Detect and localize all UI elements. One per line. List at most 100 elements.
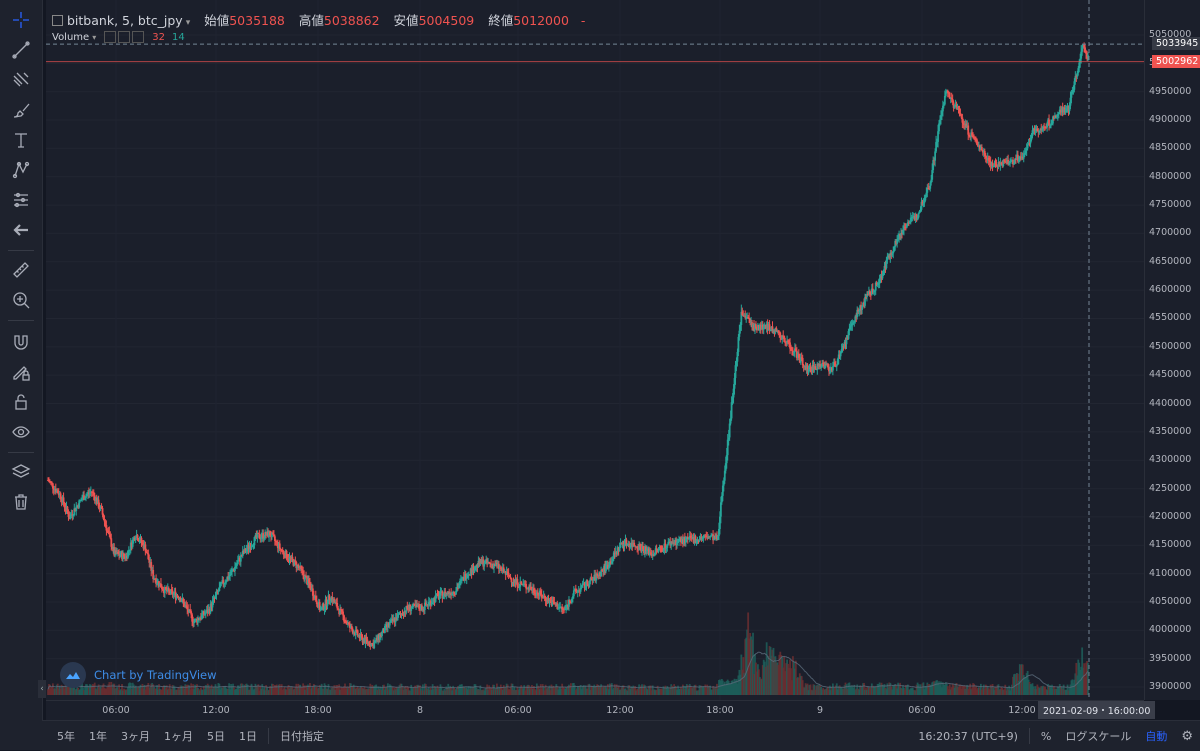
percent-scale-button[interactable]: % bbox=[1040, 729, 1052, 743]
range-5d-button[interactable]: 5日 bbox=[207, 730, 225, 743]
candle-body bbox=[1084, 47, 1086, 53]
candle-body bbox=[795, 350, 798, 358]
candle-body bbox=[175, 595, 178, 599]
pattern-icon[interactable] bbox=[8, 158, 34, 182]
clock-display[interactable]: 16:20:37 (UTC+9) bbox=[918, 729, 1018, 743]
price-axis[interactable] bbox=[1144, 0, 1200, 700]
range-1d-button[interactable]: 1日 bbox=[239, 730, 257, 743]
volume-bar bbox=[182, 686, 185, 695]
candle-body bbox=[963, 123, 966, 125]
volume-bar bbox=[951, 683, 954, 695]
chevron-down-icon[interactable]: ▾ bbox=[92, 32, 97, 42]
candle-body bbox=[903, 226, 905, 231]
tradingview-watermark[interactable]: Chart by TradingView bbox=[60, 662, 217, 688]
symbol-name[interactable]: bitbank, 5, btc_jpy bbox=[67, 13, 183, 28]
watermark-text[interactable]: Chart by TradingView bbox=[94, 668, 217, 682]
layers-icon[interactable] bbox=[8, 460, 34, 484]
volume-bar bbox=[231, 687, 233, 695]
brush-icon[interactable] bbox=[8, 98, 34, 122]
volume-bar bbox=[946, 686, 949, 695]
candle-body bbox=[138, 541, 141, 543]
text-icon[interactable] bbox=[8, 128, 34, 152]
volume-bar bbox=[152, 684, 155, 695]
volume-bar bbox=[1034, 686, 1037, 695]
volume-label[interactable]: Volume bbox=[52, 31, 90, 43]
candle-body bbox=[435, 593, 438, 596]
volume-bar bbox=[637, 689, 640, 695]
chart-pane[interactable] bbox=[46, 0, 1144, 700]
candlestick-chart[interactable] bbox=[46, 0, 1144, 700]
candle-body bbox=[284, 550, 287, 558]
volume-bar bbox=[51, 683, 54, 695]
volume-bar bbox=[303, 685, 306, 695]
volume-bar bbox=[770, 655, 773, 695]
range-1y-button[interactable]: 1年 bbox=[89, 730, 107, 743]
range-3m-button[interactable]: 3ヶ月 bbox=[121, 730, 150, 743]
candle-body bbox=[557, 608, 560, 610]
volume-bar bbox=[130, 688, 133, 695]
volume-bar bbox=[548, 685, 551, 695]
candle-body bbox=[721, 485, 724, 496]
candle-body bbox=[571, 596, 574, 599]
eye-icon[interactable] bbox=[8, 420, 34, 444]
candle-body bbox=[682, 538, 684, 545]
volume-bar bbox=[644, 685, 646, 695]
lock-drawing-icon[interactable] bbox=[8, 360, 34, 384]
back-arrow-icon[interactable] bbox=[8, 218, 34, 242]
volume-bar bbox=[474, 684, 477, 695]
trash-icon[interactable] bbox=[8, 490, 34, 514]
volume-bar bbox=[678, 688, 680, 695]
volume-bar bbox=[710, 689, 713, 695]
candle-body bbox=[744, 315, 747, 318]
volume-bar bbox=[1033, 688, 1036, 695]
volume-bar bbox=[431, 684, 434, 695]
settings-icon[interactable] bbox=[104, 31, 117, 43]
range-5y-button[interactable]: 5年 bbox=[57, 730, 75, 743]
candle-body bbox=[494, 564, 496, 566]
collapse-toolbar-icon[interactable]: ‹ bbox=[38, 680, 46, 698]
volume-bar bbox=[996, 685, 999, 695]
gear-icon[interactable]: ⚙ bbox=[1181, 728, 1193, 744]
crosshair-icon[interactable] bbox=[8, 8, 34, 32]
volume-bar bbox=[765, 642, 768, 695]
volume-bar bbox=[931, 682, 934, 695]
volume-bar bbox=[249, 685, 252, 695]
goto-date-button[interactable]: 日付指定 bbox=[280, 730, 324, 743]
chevron-down-icon[interactable]: ▾ bbox=[185, 18, 191, 28]
time-axis[interactable] bbox=[46, 700, 1144, 721]
candle-body bbox=[715, 535, 717, 539]
candle-body bbox=[342, 611, 344, 616]
volume-bar bbox=[127, 683, 130, 695]
forecast-icon[interactable] bbox=[8, 188, 34, 212]
volume-bar bbox=[221, 687, 224, 695]
magnet-icon[interactable] bbox=[8, 330, 34, 354]
candle-body bbox=[516, 579, 519, 587]
auto-scale-button[interactable]: 自動 bbox=[1145, 730, 1168, 743]
candle-body bbox=[280, 549, 283, 552]
volume-bar bbox=[444, 690, 447, 695]
volume-bar bbox=[795, 678, 798, 695]
zoom-in-icon[interactable] bbox=[8, 288, 34, 312]
lock-icon[interactable] bbox=[8, 390, 34, 414]
close-icon[interactable] bbox=[132, 31, 145, 43]
range-1m-button[interactable]: 1ヶ月 bbox=[164, 730, 193, 743]
volume-bar bbox=[853, 684, 856, 695]
candle-body bbox=[779, 332, 782, 338]
volume-bar bbox=[1040, 686, 1043, 695]
collapse-legend-icon[interactable] bbox=[52, 15, 63, 26]
candle-body bbox=[943, 95, 946, 105]
hide-icon[interactable] bbox=[118, 31, 131, 43]
volume-bar bbox=[671, 685, 674, 695]
volume-bar bbox=[652, 689, 655, 695]
volume-bar bbox=[780, 655, 783, 695]
trend-line-icon[interactable] bbox=[8, 38, 34, 62]
candle-body bbox=[804, 366, 807, 370]
fib-icon[interactable] bbox=[8, 68, 34, 92]
ruler-icon[interactable] bbox=[8, 258, 34, 282]
candle-body bbox=[646, 548, 649, 550]
candle-body bbox=[232, 570, 234, 572]
candle-body bbox=[449, 593, 452, 595]
candle-body bbox=[535, 592, 538, 596]
candle-body bbox=[666, 544, 669, 548]
log-scale-button[interactable]: ログスケール bbox=[1065, 730, 1132, 743]
